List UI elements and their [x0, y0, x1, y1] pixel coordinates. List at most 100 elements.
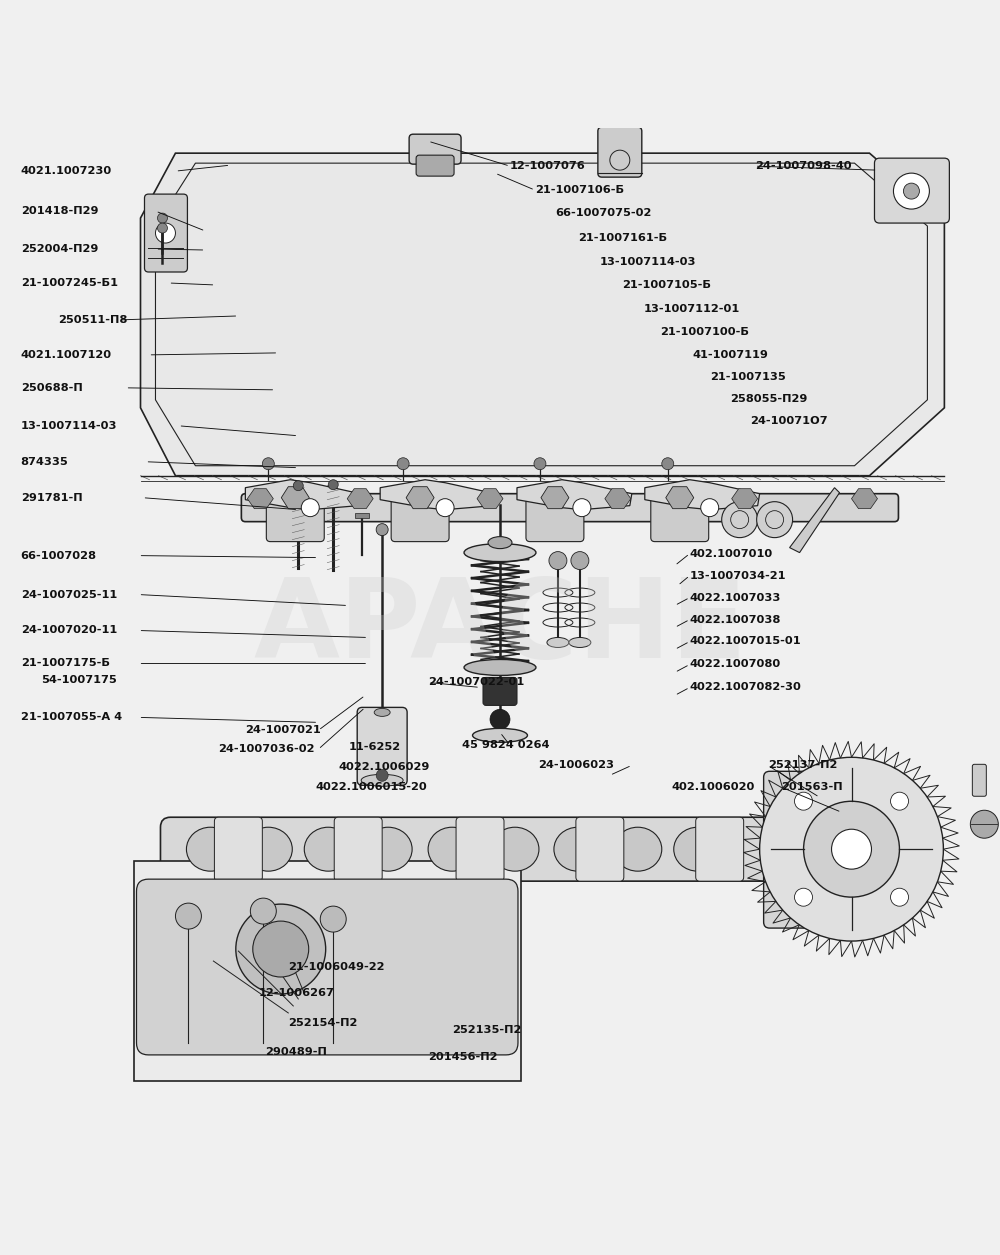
Text: 21-1007161-Б: 21-1007161-Б [578, 233, 667, 243]
Polygon shape [790, 488, 840, 552]
Circle shape [970, 811, 998, 838]
FancyBboxPatch shape [214, 817, 262, 881]
Circle shape [571, 552, 589, 570]
Text: 13-1007034-21: 13-1007034-21 [690, 571, 786, 581]
Text: 258055-П29: 258055-П29 [730, 394, 807, 404]
Ellipse shape [614, 827, 662, 871]
Circle shape [236, 904, 326, 994]
Ellipse shape [304, 827, 352, 871]
Circle shape [376, 769, 388, 782]
FancyBboxPatch shape [334, 817, 382, 881]
Ellipse shape [364, 827, 412, 871]
Text: 45 9824 0264: 45 9824 0264 [462, 740, 550, 750]
Text: 21-1007245-Б1: 21-1007245-Б1 [21, 277, 118, 287]
FancyBboxPatch shape [576, 817, 624, 881]
Ellipse shape [547, 638, 569, 648]
Text: 874335: 874335 [21, 457, 68, 467]
Text: 13-1007114-03: 13-1007114-03 [600, 257, 696, 267]
Circle shape [832, 830, 871, 870]
Circle shape [722, 502, 758, 537]
Ellipse shape [464, 659, 536, 675]
Text: APACHE: APACHE [253, 574, 747, 681]
FancyBboxPatch shape [160, 817, 780, 881]
Text: 12-1007076: 12-1007076 [510, 161, 586, 171]
Text: 24-1006023: 24-1006023 [538, 761, 614, 771]
Circle shape [549, 552, 567, 570]
Circle shape [573, 498, 591, 517]
Text: 24-10071О7: 24-10071О7 [750, 415, 827, 425]
Circle shape [157, 223, 167, 233]
Text: 21-1007106-Б: 21-1007106-Б [535, 184, 624, 195]
Text: 24-1007036-02: 24-1007036-02 [218, 744, 315, 754]
Ellipse shape [674, 827, 722, 871]
Circle shape [436, 498, 454, 517]
Ellipse shape [554, 827, 602, 871]
Text: 4022.1007082-30: 4022.1007082-30 [690, 683, 802, 693]
Circle shape [757, 502, 793, 537]
Text: 11-6252: 11-6252 [348, 743, 400, 752]
FancyBboxPatch shape [651, 493, 709, 542]
FancyBboxPatch shape [266, 493, 324, 542]
Text: 250688-П: 250688-П [21, 383, 82, 393]
Text: 201418-П29: 201418-П29 [21, 206, 98, 216]
Text: 21-1006049-22: 21-1006049-22 [288, 963, 385, 973]
Text: 21-1007175-Б: 21-1007175-Б [21, 659, 110, 669]
Ellipse shape [374, 708, 390, 717]
FancyBboxPatch shape [874, 158, 949, 223]
Circle shape [250, 899, 276, 924]
Text: 4022.1007080: 4022.1007080 [690, 659, 781, 669]
Circle shape [903, 183, 919, 200]
FancyBboxPatch shape [972, 764, 986, 796]
Circle shape [760, 757, 943, 941]
Text: 21-1007135: 21-1007135 [710, 371, 785, 382]
FancyBboxPatch shape [357, 708, 407, 786]
Text: 201563-П: 201563-П [782, 782, 843, 792]
Polygon shape [541, 487, 569, 508]
Circle shape [795, 792, 812, 811]
FancyBboxPatch shape [144, 195, 187, 272]
Text: 4022.1007038: 4022.1007038 [690, 615, 781, 625]
Text: 13-1007114-03: 13-1007114-03 [21, 420, 117, 430]
Ellipse shape [491, 827, 539, 871]
Text: 24-1007098-40: 24-1007098-40 [755, 161, 851, 171]
Circle shape [157, 213, 167, 223]
Polygon shape [852, 488, 877, 508]
Circle shape [175, 904, 201, 929]
Polygon shape [347, 488, 373, 508]
Text: 291781-П: 291781-П [21, 493, 82, 503]
Text: 252154-П2: 252154-П2 [288, 1018, 358, 1028]
Polygon shape [355, 512, 369, 517]
Text: 4021.1007120: 4021.1007120 [21, 350, 112, 360]
Polygon shape [605, 488, 631, 508]
Text: 21-1007105-Б: 21-1007105-Б [622, 280, 711, 290]
Text: 66-1007075-02: 66-1007075-02 [555, 208, 651, 218]
Circle shape [301, 498, 319, 517]
Polygon shape [666, 487, 694, 508]
Ellipse shape [428, 827, 476, 871]
Text: 4022.1007015-01: 4022.1007015-01 [690, 636, 801, 646]
Circle shape [262, 458, 274, 469]
Ellipse shape [244, 827, 292, 871]
FancyBboxPatch shape [526, 493, 584, 542]
Circle shape [376, 523, 388, 536]
Polygon shape [281, 487, 309, 508]
FancyBboxPatch shape [137, 880, 518, 1055]
Text: 252004-П29: 252004-П29 [21, 243, 98, 254]
Text: 24-1007025-11: 24-1007025-11 [21, 590, 117, 600]
Text: 4022.1006015-20: 4022.1006015-20 [315, 782, 427, 792]
Ellipse shape [186, 827, 234, 871]
Circle shape [795, 889, 812, 906]
Polygon shape [380, 479, 495, 510]
Text: 4021.1007230: 4021.1007230 [21, 166, 112, 176]
Polygon shape [247, 488, 273, 508]
Text: 24-1007022-01: 24-1007022-01 [428, 678, 524, 688]
Text: 402.1006020: 402.1006020 [672, 782, 755, 792]
FancyBboxPatch shape [409, 134, 461, 164]
Circle shape [891, 792, 909, 811]
Ellipse shape [569, 638, 591, 648]
Polygon shape [141, 153, 944, 476]
Text: 21-1007100-Б: 21-1007100-Б [660, 326, 749, 336]
FancyBboxPatch shape [416, 156, 454, 176]
FancyBboxPatch shape [391, 493, 449, 542]
Polygon shape [645, 479, 760, 510]
